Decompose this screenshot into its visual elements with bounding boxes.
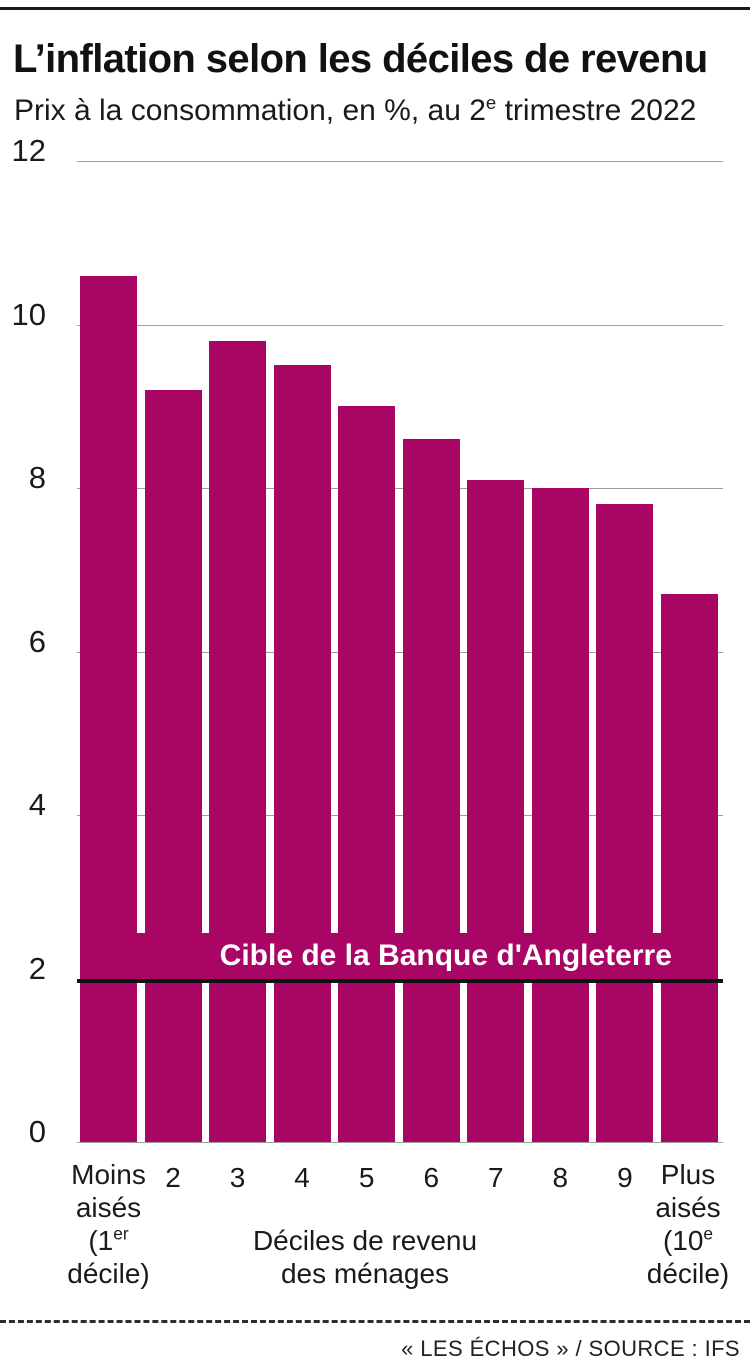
- xtick-label-3: 3: [229, 1162, 246, 1193]
- chart-title: L’inflation selon les déciles de revenu: [13, 37, 708, 81]
- ytick-label-12: 12: [11, 133, 46, 168]
- gridline-0: [77, 1142, 723, 1143]
- target-line-label: Cible de la Banque d'Angleterre: [219, 938, 672, 972]
- ytick-label-8: 8: [28, 460, 46, 495]
- bar-decile-5: [338, 406, 396, 1143]
- x-axis-title-line1: Déciles de revenu: [252, 1225, 478, 1256]
- x-axis-title-line2: des ménages: [280, 1258, 450, 1289]
- first-label-line1: Moins: [71, 1159, 146, 1190]
- bar-decile-8: [531, 488, 589, 1142]
- xtick-label-6: 6: [423, 1162, 440, 1193]
- x-axis-title: Déciles de revenu des ménages: [205, 1224, 525, 1290]
- xtick-label-first: Moins aisés (1er décile): [46, 1158, 171, 1290]
- subtitle-pre: Prix à la consommation, en %, au 2: [14, 94, 486, 127]
- xtick-label-5: 5: [358, 1162, 375, 1193]
- top-rule: [0, 7, 750, 10]
- bar-decile-3: [209, 340, 267, 1142]
- xtick-label-4: 4: [294, 1162, 310, 1193]
- ytick-label-6: 6: [28, 623, 46, 659]
- gridline-10: [77, 324, 723, 326]
- xtick-label-2: 2: [165, 1162, 181, 1193]
- bar-decile-6: [402, 439, 460, 1142]
- first-label-line3: (1er: [88, 1223, 129, 1256]
- ytick-label-4: 4: [28, 787, 46, 822]
- first-label-line4: décile): [67, 1258, 150, 1289]
- last-label-line1: Plus: [660, 1159, 716, 1190]
- gridline-8: [77, 488, 723, 489]
- bar-decile-2: [144, 389, 202, 1142]
- xtick-label-9: 9: [617, 1162, 633, 1193]
- gridline-12: [77, 161, 723, 162]
- gridline-6: [77, 651, 723, 653]
- footer-dashed-rule: [0, 1320, 750, 1323]
- target-line: [77, 978, 723, 983]
- subtitle-superscript: e: [485, 92, 497, 113]
- xtick-label-8: 8: [552, 1162, 569, 1193]
- last-label-line4: décile): [646, 1258, 730, 1289]
- gridline-4: [77, 815, 723, 816]
- bar-decile-7: [467, 479, 525, 1142]
- target-band: Cible de la Banque d'Angleterre: [80, 932, 718, 979]
- bar-decile-4: [273, 365, 331, 1142]
- chart-subtitle: Prix à la consommation, en %, au 2e trim…: [14, 92, 744, 128]
- ytick-label-0: 0: [28, 1114, 46, 1149]
- bar-decile-9: [596, 504, 654, 1142]
- xtick-label-7: 7: [488, 1162, 504, 1193]
- first-label-line2: aisés: [75, 1192, 142, 1223]
- subtitle-post: trimestre 2022: [496, 94, 697, 127]
- bar-decile-1: [80, 275, 137, 1142]
- last-label-line2: aisés: [655, 1192, 721, 1223]
- ytick-label-2: 2: [28, 950, 46, 986]
- last-label-line3: (10e: [662, 1223, 714, 1256]
- source-credit: « LES ÉCHOS » / SOURCE : IFS: [401, 1336, 740, 1361]
- bar-decile-10: [660, 594, 718, 1142]
- xtick-label-last: Plus aisés (10e décile): [618, 1158, 750, 1290]
- ytick-label-10: 10: [11, 296, 46, 332]
